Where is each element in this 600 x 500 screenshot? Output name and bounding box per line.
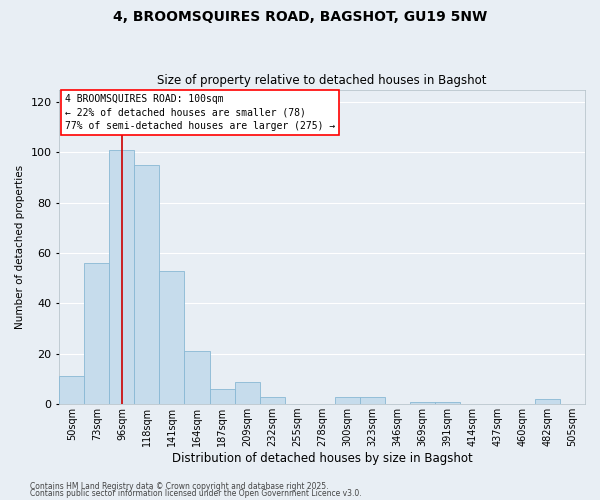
Text: Contains public sector information licensed under the Open Government Licence v3: Contains public sector information licen… xyxy=(30,489,362,498)
Bar xyxy=(410,402,435,404)
Y-axis label: Number of detached properties: Number of detached properties xyxy=(15,165,25,329)
Bar xyxy=(85,263,109,404)
Bar xyxy=(535,399,560,404)
Bar xyxy=(184,352,209,404)
Bar xyxy=(235,382,260,404)
Text: Contains HM Land Registry data © Crown copyright and database right 2025.: Contains HM Land Registry data © Crown c… xyxy=(30,482,329,491)
Bar xyxy=(160,271,184,404)
Bar xyxy=(435,402,460,404)
Bar xyxy=(59,376,85,404)
Text: 4, BROOMSQUIRES ROAD, BAGSHOT, GU19 5NW: 4, BROOMSQUIRES ROAD, BAGSHOT, GU19 5NW xyxy=(113,10,487,24)
X-axis label: Distribution of detached houses by size in Bagshot: Distribution of detached houses by size … xyxy=(172,452,473,465)
Bar xyxy=(260,396,284,404)
Bar xyxy=(109,150,134,404)
Bar xyxy=(134,165,160,404)
Bar xyxy=(360,396,385,404)
Title: Size of property relative to detached houses in Bagshot: Size of property relative to detached ho… xyxy=(157,74,487,87)
Bar xyxy=(335,396,360,404)
Text: 4 BROOMSQUIRES ROAD: 100sqm
← 22% of detached houses are smaller (78)
77% of sem: 4 BROOMSQUIRES ROAD: 100sqm ← 22% of det… xyxy=(65,94,335,130)
Bar xyxy=(209,389,235,404)
